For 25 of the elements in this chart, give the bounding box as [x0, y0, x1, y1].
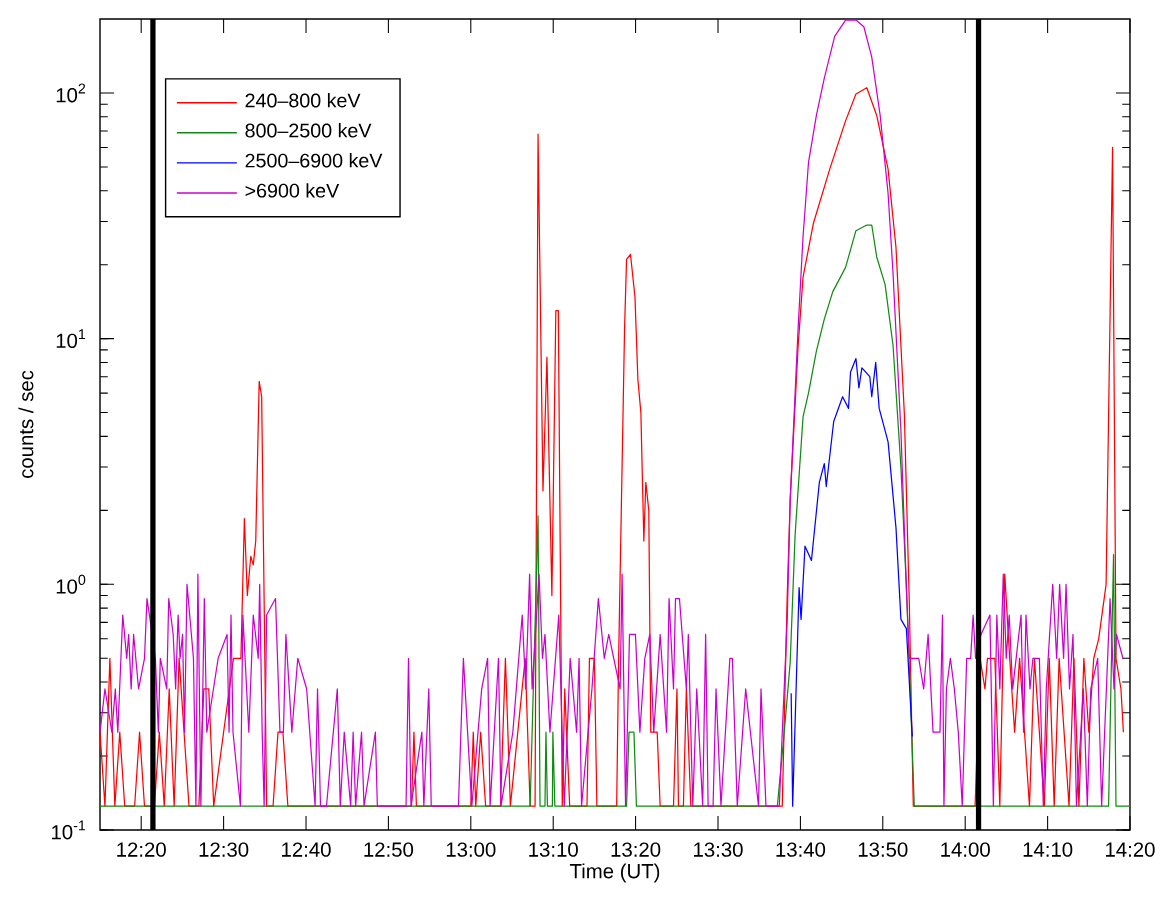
x-tick-label: 12:50: [364, 842, 414, 857]
x-tick-label: 13:20: [611, 842, 661, 857]
x-tick-label: 12:40: [282, 842, 331, 857]
line-series: [790, 357, 913, 807]
x-tick-label: 13:00: [446, 842, 496, 857]
line-series: [100, 224, 1130, 807]
x-axis-title: Time (UT): [569, 863, 660, 883]
y-tick-label: 10$^{2}$: [56, 83, 86, 103]
legend-label: 800–2500 keV: [245, 123, 372, 138]
y-axis-title: counts / sec: [18, 370, 34, 478]
x-tick-label: 13:30: [694, 842, 743, 857]
x-tick-label: 13:10: [529, 842, 578, 857]
y-tick-label: 10$^{1}$: [56, 329, 86, 349]
x-tick-label: 13:40: [776, 842, 826, 857]
legend-label: 2500–6900 keV: [245, 153, 383, 168]
x-tick-label: 14:20: [1106, 842, 1155, 857]
x-tick-label: 12:20: [117, 842, 166, 857]
x-tick-label: 14:00: [941, 842, 990, 857]
y-tick-label: 10$^{-1}$: [52, 820, 86, 840]
x-tick-label: 12:30: [199, 842, 249, 857]
x-tick-label: 14:10: [1023, 842, 1073, 857]
x-tick-label: 13:50: [858, 842, 908, 857]
legend-label: 240–800 keV: [245, 92, 361, 108]
y-tick-label: 10$^{0}$: [56, 574, 86, 594]
legend-label: >6900 keV: [245, 183, 340, 198]
